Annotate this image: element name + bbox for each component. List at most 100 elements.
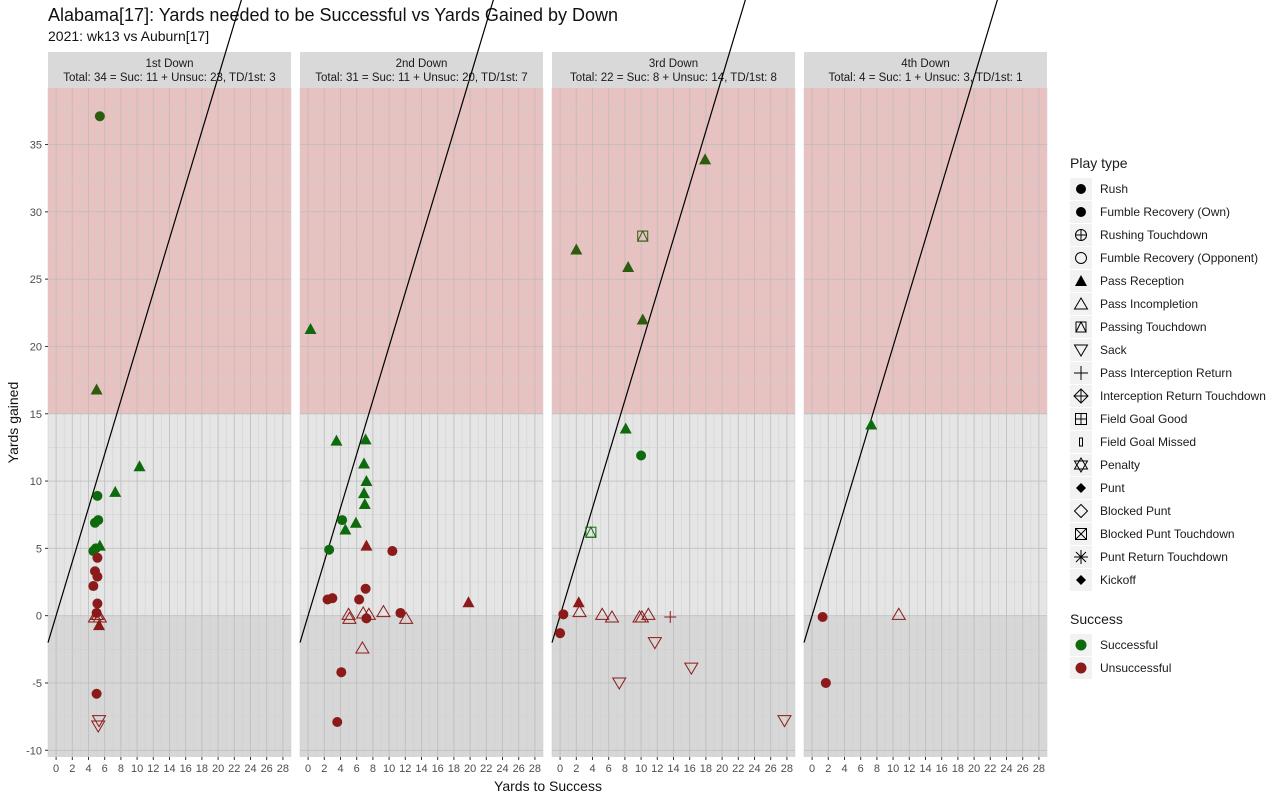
x-tick-label: 16 [180, 763, 192, 775]
thin-rect-icon [1070, 430, 1092, 453]
legend-item: Pass Incompletion [1070, 292, 1266, 315]
y-tick-label: 30 [30, 207, 42, 219]
filled-diamond-icon [1070, 476, 1092, 499]
legend-item-label: Punt [1100, 480, 1125, 495]
data-point [93, 619, 106, 631]
data-point [341, 607, 356, 620]
filled-diamond-icon [1070, 568, 1092, 591]
y-tick-label: 0 [36, 611, 42, 623]
panel-2: 2nd Down Total: 31 = Suc: 11 + Unsuc: 20,… [299, 0, 544, 775]
y-tick-label: 10 [30, 476, 42, 488]
x-tick-label: 2 [825, 763, 831, 775]
data-point [94, 111, 105, 122]
x-tick-label: 18 [700, 763, 712, 775]
x-tick-label: 6 [102, 763, 108, 775]
data-point [92, 571, 103, 582]
x-tick-label: 26 [513, 763, 525, 775]
x-tick-label: 2 [69, 763, 75, 775]
success-threshold-line [47, 0, 242, 643]
x-tick-label: 6 [858, 763, 864, 775]
x-tick-label: 6 [354, 763, 360, 775]
plus-icon [1070, 361, 1092, 384]
x-tick-label: 10 [383, 763, 395, 775]
x-tick-label: 18 [196, 763, 208, 775]
x-tick-label: 26 [261, 763, 273, 775]
y-tick-label: 25 [30, 274, 42, 286]
legend-item: Unsuccessful [1070, 656, 1266, 679]
legend-item: Blocked Punt [1070, 499, 1266, 522]
x-tick-label: 16 [684, 763, 696, 775]
data-point [358, 497, 371, 509]
y-tick-label: 35 [30, 140, 42, 152]
x-tick-label: 4 [841, 763, 847, 775]
x-tick-label: 8 [622, 763, 628, 775]
facet-label: 3rd Down [649, 58, 698, 70]
chart-subtitle: 2021: wk13 vs Auburn[17] [48, 28, 210, 44]
x-tick-label: 0 [305, 763, 311, 775]
x-tick-label: 18 [952, 763, 964, 775]
data-point [336, 667, 347, 678]
facet-label: 4th Down [901, 58, 950, 70]
data-point [342, 611, 357, 624]
x-tick-label: 28 [277, 763, 289, 775]
filled-circle-icon [1070, 177, 1092, 200]
data-point [354, 640, 370, 654]
data-point [611, 677, 627, 690]
legend-item-label: Fumble Recovery (Opponent) [1100, 250, 1259, 265]
legend-title-success: Success [1070, 611, 1123, 627]
success-threshold-line [551, 0, 746, 643]
data-point [817, 612, 828, 623]
data-point [133, 460, 146, 472]
facet-summary: Total: 4 = Suc: 1 + Unsuc: 3, TD/1st: 1 [828, 72, 1022, 84]
x-tick-label: 4 [589, 763, 595, 775]
legend-item: Fumble Recovery (Opponent) [1070, 246, 1266, 269]
data-point [683, 662, 699, 676]
open-circle-icon [1070, 246, 1092, 269]
x-tick-label: 14 [415, 763, 427, 775]
faceted-scatter-plot: 1st Down Total: 34 = Suc: 11 + Unsuc: 23,… [5, 0, 1048, 794]
data-point [360, 583, 371, 594]
data-point [361, 613, 372, 624]
circle-plus-icon [1070, 223, 1092, 246]
x-tick-label: 2 [321, 763, 327, 775]
color-swatch-icon [1070, 633, 1092, 656]
open-diamond-icon [1070, 499, 1092, 522]
facet-label: 1st Down [146, 58, 194, 70]
y-axis-title: Yards gained [5, 382, 21, 463]
legend-item: Field Goal Good [1070, 407, 1266, 430]
legend-item: Penalty [1070, 453, 1266, 476]
x-tick-label: 26 [1017, 763, 1029, 775]
x-tick-label: 14 [163, 763, 175, 775]
x-tick-label: 20 [464, 763, 476, 775]
legend-item-label: Field Goal Good [1100, 411, 1188, 426]
data-point [360, 475, 373, 487]
x-tick-label: 16 [936, 763, 948, 775]
data-point [619, 422, 632, 434]
data-point [92, 598, 103, 609]
data-point [636, 229, 649, 242]
data-point [594, 607, 610, 620]
legend-item-label: Passing Touchdown [1100, 319, 1207, 334]
x-tick-label: 10 [887, 763, 899, 775]
legend-title-play-type: Play type [1070, 155, 1128, 171]
legend-item-label: Fumble Recovery (Own) [1100, 204, 1231, 219]
diamond-plus-icon [1070, 384, 1092, 407]
x-tick-label: 12 [399, 763, 411, 775]
x-tick-label: 28 [1033, 763, 1045, 775]
data-point [820, 677, 831, 688]
data-point [636, 450, 647, 461]
asterisk-icon [1070, 545, 1092, 568]
x-tick-label: 16 [432, 763, 444, 775]
data-point [88, 581, 99, 592]
legend-item: Sack [1070, 338, 1266, 361]
x-tick-label: 14 [919, 763, 931, 775]
data-point [585, 526, 597, 538]
x-tick-label: 0 [557, 763, 563, 775]
data-point [330, 434, 343, 446]
data-point [398, 611, 414, 624]
data-point [462, 596, 475, 608]
x-tick-label: 14 [667, 763, 679, 775]
x-tick-label: 0 [809, 763, 815, 775]
data-point [332, 717, 343, 728]
legend-item-label: Pass Reception [1100, 273, 1185, 288]
